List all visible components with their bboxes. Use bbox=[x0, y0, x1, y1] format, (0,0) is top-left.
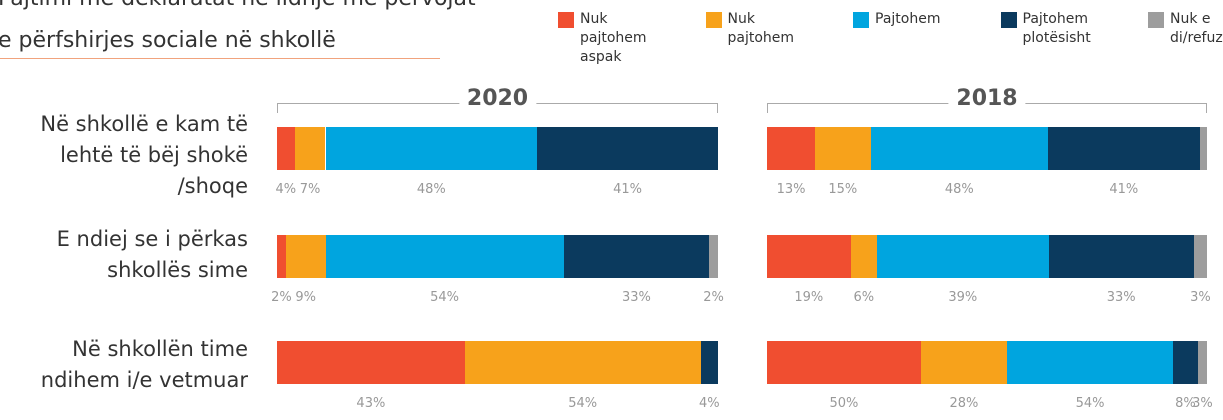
bar-segment bbox=[563, 235, 710, 278]
value-label: 15% bbox=[828, 182, 858, 197]
bar-segment bbox=[294, 127, 326, 170]
bar-segment bbox=[767, 341, 921, 384]
value-label: 7% bbox=[299, 182, 321, 197]
legend-swatch bbox=[558, 12, 574, 28]
panel-title: 2020 bbox=[458, 86, 537, 111]
value-label: 41% bbox=[613, 182, 643, 197]
value-label: 54% bbox=[430, 290, 460, 305]
bar-segment bbox=[285, 235, 326, 278]
value-label: 33% bbox=[1106, 290, 1136, 305]
bar-segment bbox=[700, 341, 718, 384]
value-label: 48% bbox=[944, 182, 974, 197]
value-label: 6% bbox=[853, 290, 875, 305]
legend-label: Pajtohem plotësisht bbox=[1022, 11, 1091, 46]
legend-label: Nuk pajtohem bbox=[727, 11, 795, 46]
panel-title: 2018 bbox=[948, 86, 1026, 111]
bar-segment bbox=[877, 235, 1049, 278]
bar-segment bbox=[537, 127, 718, 170]
bar-segment bbox=[920, 341, 1007, 384]
title-rule bbox=[0, 58, 440, 59]
category-label: E ndiej se i përkas shkollës sime bbox=[56, 227, 248, 282]
bar-segment bbox=[325, 127, 538, 170]
bar-segment bbox=[1048, 235, 1194, 278]
bar-segment bbox=[709, 235, 718, 278]
bar-segment bbox=[277, 127, 295, 170]
value-label: 43% bbox=[356, 396, 386, 411]
value-label: 3% bbox=[1192, 396, 1213, 411]
legend-swatch bbox=[853, 12, 869, 28]
value-label: 41% bbox=[1109, 182, 1139, 197]
legend-swatch bbox=[1000, 12, 1017, 28]
value-label: 39% bbox=[948, 290, 978, 305]
value-label: 13% bbox=[776, 182, 806, 197]
chart-title: e përfshirjes sociale në shkollë bbox=[0, 28, 336, 53]
bar-segment bbox=[1197, 341, 1207, 384]
bar-segment bbox=[850, 235, 877, 278]
value-label: 4% bbox=[698, 396, 720, 411]
value-label: 9% bbox=[295, 290, 316, 305]
bar-segment bbox=[1199, 127, 1207, 170]
legend-swatch bbox=[1148, 12, 1164, 28]
bar-segment bbox=[1173, 341, 1198, 384]
bar-segment bbox=[277, 235, 286, 278]
legend-label: Nuk pajtohem aspak bbox=[580, 11, 647, 65]
bar-segment bbox=[767, 127, 816, 170]
value-label: 48% bbox=[416, 182, 446, 197]
value-label: 3% bbox=[1190, 290, 1211, 305]
bar-segment bbox=[1048, 127, 1200, 170]
value-label: 19% bbox=[794, 290, 824, 305]
value-label: 33% bbox=[621, 290, 651, 305]
chart-title: Pajtimi me deklaratat në lidhje me përvo… bbox=[0, 0, 476, 11]
bar-segment bbox=[277, 341, 465, 384]
value-label: 4% bbox=[275, 182, 297, 197]
bar-segment bbox=[325, 235, 564, 278]
legend-label: Pajtohem bbox=[875, 11, 941, 27]
value-label: 28% bbox=[949, 396, 979, 411]
value-label: 54% bbox=[568, 396, 598, 411]
value-label: 50% bbox=[829, 396, 859, 411]
bar-segment bbox=[1007, 341, 1174, 384]
bar-segment bbox=[1193, 235, 1207, 278]
bar-segment bbox=[767, 235, 851, 278]
legend-label: Nuk e di/refuzon bbox=[1170, 11, 1223, 46]
value-label: 2% bbox=[271, 290, 292, 305]
category-label: Në shkollë e kam të lehtë të bëj shokë /… bbox=[40, 111, 248, 198]
value-label: 54% bbox=[1075, 396, 1105, 411]
bar-segment bbox=[870, 127, 1048, 170]
category-label: Në shkollën time ndihem i/e vetmuar bbox=[40, 337, 248, 392]
value-label: 2% bbox=[703, 290, 724, 305]
bar-segment bbox=[815, 127, 871, 170]
value-label: 8% bbox=[1175, 396, 1196, 411]
legend-swatch bbox=[705, 12, 722, 28]
bar-segment bbox=[464, 341, 701, 384]
